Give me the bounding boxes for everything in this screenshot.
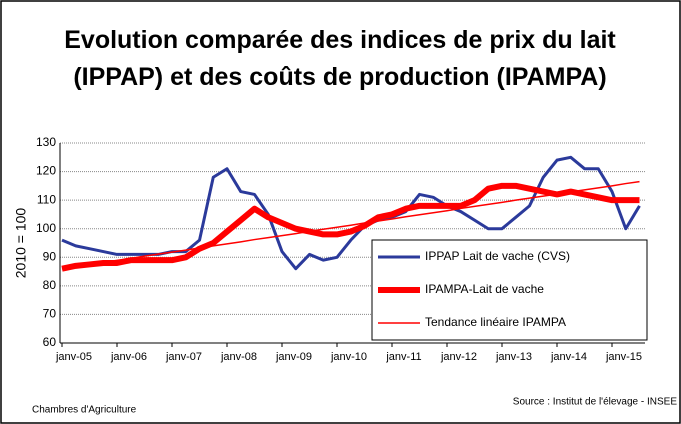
- y-tick-label: 90: [43, 249, 57, 263]
- y-axis-label: 2010 = 100: [13, 208, 29, 279]
- x-tick-label: janv-07: [165, 351, 202, 363]
- x-tick-label: janv-13: [495, 351, 532, 363]
- y-tick-label: 70: [43, 307, 57, 321]
- legend-label: IPAMPA-Lait de vache: [425, 282, 544, 296]
- x-tick-label: janv-09: [275, 351, 312, 363]
- y-tick-label: 130: [36, 135, 56, 149]
- x-tick-label: janv-12: [440, 351, 477, 363]
- y-tick-label: 110: [37, 192, 56, 206]
- legend-label: IPPAP Lait de vache (CVS): [425, 249, 570, 263]
- y-tick-label: 60: [43, 335, 57, 349]
- y-tick-label: 80: [43, 278, 57, 292]
- x-tick-label: janv-06: [110, 351, 147, 363]
- x-tick-label: janv-11: [385, 351, 421, 363]
- y-tick-label: 100: [36, 221, 56, 235]
- y-tick-label: 120: [36, 164, 56, 178]
- x-tick-label: janv-15: [605, 351, 642, 363]
- legend-label: Tendance linéaire IPAMPA: [425, 315, 566, 329]
- chart-title: Evolution comparée des indices de prix d…: [64, 26, 616, 91]
- source-left: Chambres d'Agriculture: [32, 405, 137, 416]
- x-tick-label: janv-08: [220, 351, 257, 363]
- source-right: Source : Institut de l'élevage - INSEE: [513, 397, 678, 408]
- x-tick-label: janv-14: [550, 351, 587, 363]
- x-tick-label: janv-05: [55, 351, 92, 363]
- x-tick-label: janv-10: [330, 351, 367, 363]
- series-line: [61, 180, 640, 270]
- series-line: [61, 182, 640, 272]
